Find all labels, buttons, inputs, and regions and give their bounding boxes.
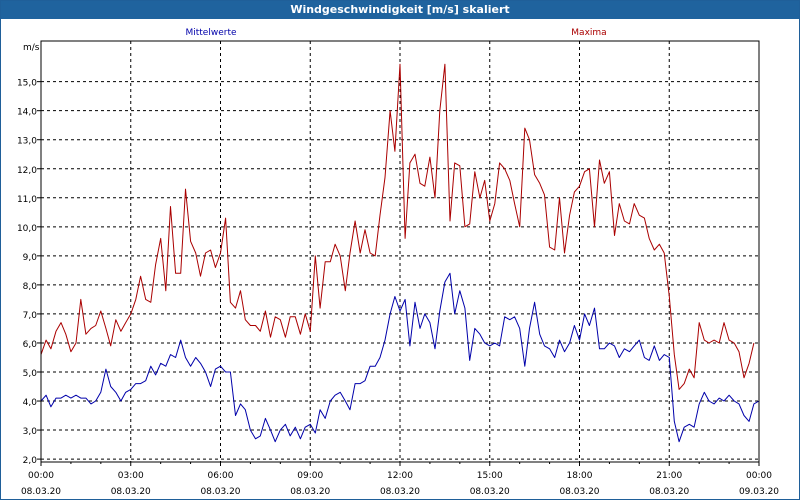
plot-frame — [40, 40, 760, 463]
x-tick-date: 09.03.20 — [739, 487, 779, 497]
y-tick-label: 14,0 — [17, 108, 37, 118]
x-tick-date: 08.03.20 — [559, 487, 599, 497]
x-tick-time: 18:00 — [567, 471, 593, 481]
x-tick-time: 09:00 — [297, 471, 323, 481]
y-tick-label: 8,0 — [23, 282, 38, 292]
y-tick-label: 5,0 — [23, 369, 38, 379]
y-tick-label: 13,0 — [17, 137, 37, 147]
series-line — [40, 63, 755, 390]
x-tick-time: 03:00 — [118, 471, 144, 481]
y-tick-label: 3,0 — [23, 427, 38, 437]
chart-title: Windgeschwindigkeit [m/s] skaliert — [1, 1, 799, 19]
x-tick-time: 00:00 — [746, 471, 772, 481]
x-tick-date: 08.03.20 — [649, 487, 689, 497]
x-tick-date: 08.03.20 — [200, 487, 240, 497]
y-tick-label: 4,0 — [23, 398, 38, 408]
y-tick-label: 2,0 — [23, 456, 38, 466]
series-line — [40, 272, 760, 443]
x-tick-time: 12:00 — [387, 471, 413, 481]
y-tick-label: 11,0 — [17, 195, 37, 205]
y-tick-label: 12,0 — [17, 166, 37, 176]
x-tick-date: 08.03.20 — [380, 487, 420, 497]
y-axis-label: m/s — [23, 43, 40, 53]
y-tick-label: 15,0 — [17, 79, 37, 89]
x-tick-time: 00:00 — [28, 471, 54, 481]
legend-label: Maxima — [571, 28, 606, 38]
x-tick-time: 06:00 — [208, 471, 234, 481]
x-tick-date: 08.03.20 — [21, 487, 61, 497]
y-tick-label: 7,0 — [23, 311, 38, 321]
x-tick-time: 21:00 — [656, 471, 682, 481]
y-tick-label: 10,0 — [17, 224, 37, 234]
x-tick-time: 15:00 — [477, 471, 503, 481]
legend-label: Mittelwerte — [185, 28, 236, 38]
y-tick-label: 9,0 — [23, 253, 38, 263]
x-tick-date: 08.03.20 — [111, 487, 151, 497]
x-tick-date: 08.03.20 — [290, 487, 330, 497]
x-tick-date: 08.03.20 — [470, 487, 510, 497]
y-tick-label: 6,0 — [23, 340, 38, 350]
